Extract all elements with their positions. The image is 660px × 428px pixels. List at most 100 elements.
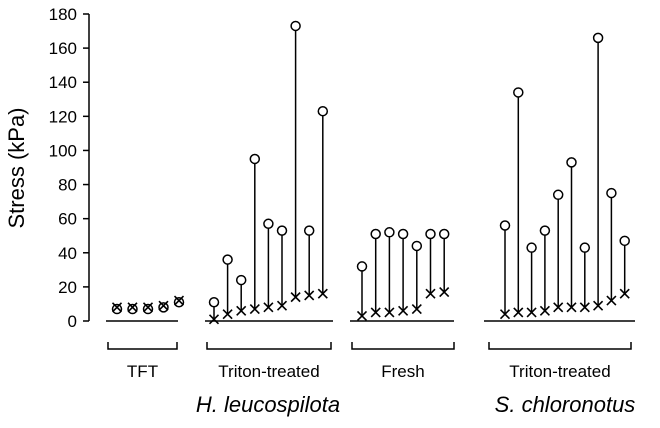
circle-markers: [111, 20, 630, 315]
circle-marker: [235, 274, 247, 286]
circle-marker: [397, 228, 409, 240]
group-bracket: [107, 342, 178, 350]
cross-marker: [539, 305, 550, 316]
group-label: Triton-treated: [218, 362, 319, 381]
stems: [213, 30, 626, 320]
cross-marker: [111, 302, 123, 313]
y-tick-label: 120: [49, 107, 77, 126]
cross-stroke: [384, 307, 395, 318]
cross-marker: [553, 302, 564, 313]
group-bracket: [488, 342, 632, 350]
y-tick-label: 140: [49, 73, 77, 92]
cross-stroke: [222, 309, 233, 320]
cross-marker: [127, 302, 138, 313]
y-tick-label: 180: [49, 5, 77, 24]
circle-marker: [370, 228, 381, 240]
cross-stroke: [499, 309, 511, 320]
cross-stroke: [356, 310, 368, 321]
cross-stroke: [317, 288, 328, 299]
circle-marker: [425, 228, 436, 240]
y-tick-label: 20: [58, 278, 77, 297]
cross-marker: [384, 307, 395, 318]
circle-marker: [438, 228, 450, 240]
cross-marker: [356, 310, 368, 321]
cross-stroke: [263, 302, 274, 313]
circle-marker: [411, 240, 423, 252]
cross-marker: [249, 303, 260, 315]
y-axis: [83, 13, 90, 322]
cross-marker: [370, 307, 381, 318]
circle-marker: [592, 32, 604, 44]
cross-marker: [398, 305, 409, 316]
cross-stroke: [411, 303, 422, 315]
cross-marker: [276, 300, 288, 311]
circle-marker: [173, 296, 185, 308]
circle-marker: [619, 235, 630, 247]
y-tick-label: 60: [58, 210, 77, 229]
cross-marker: [263, 302, 274, 313]
cross-stroke: [173, 295, 185, 306]
circle-marker: [249, 153, 261, 165]
cross-marker: [236, 305, 247, 316]
circle-marker: [317, 105, 329, 117]
cross-markers: [111, 286, 630, 325]
cross-marker: [593, 300, 604, 311]
cross-stroke: [566, 302, 577, 313]
cross-marker: [606, 295, 617, 306]
circle-marker: [111, 303, 123, 315]
species-labels: H. leucospilota S. chloronotus: [196, 392, 635, 417]
circle-marker: [276, 225, 288, 236]
cross-marker: [142, 302, 154, 313]
cross-stroke: [142, 302, 154, 313]
circle-marker: [208, 296, 220, 308]
cross-marker: [290, 292, 301, 303]
circle-marker: [539, 225, 551, 236]
cross-marker: [619, 288, 630, 299]
species-label: H. leucospilota: [196, 392, 340, 417]
y-tick-label: 160: [49, 39, 77, 58]
cross-marker: [425, 288, 436, 299]
cross-marker: [304, 290, 315, 301]
circle-marker: [158, 302, 169, 313]
cross-stroke: [276, 300, 288, 311]
cross-stroke: [127, 302, 138, 313]
y-tick-label: 40: [58, 244, 77, 263]
y-tick-label: 100: [49, 141, 77, 160]
cross-stroke: [513, 307, 524, 318]
cross-stroke: [439, 286, 450, 298]
circle-marker: [579, 242, 591, 253]
cross-marker: [222, 309, 233, 320]
cross-marker: [566, 302, 577, 313]
group-labels: TFT Triton-treated Fresh Triton-treated: [127, 362, 611, 381]
y-axis-title: Stress (kPa): [4, 107, 29, 228]
cross-stroke: [579, 302, 590, 313]
cross-stroke: [425, 288, 436, 299]
group-bracket: [351, 342, 455, 350]
circle-marker: [290, 20, 301, 32]
cross-marker: [526, 307, 537, 318]
cross-stroke: [304, 290, 315, 301]
circle-marker: [303, 225, 315, 236]
circle-marker: [513, 87, 524, 98]
cross-marker: [499, 309, 511, 320]
circle-marker: [606, 187, 617, 199]
group-label: Triton-treated: [509, 362, 610, 381]
cross-stroke: [539, 305, 550, 316]
cross-stroke: [619, 288, 630, 299]
circle-marker: [222, 254, 233, 265]
cross-stroke: [526, 307, 537, 318]
circle-marker: [127, 303, 138, 315]
circle-marker: [142, 303, 154, 315]
circle-marker: [356, 261, 368, 272]
group-label: TFT: [127, 362, 158, 381]
cross-marker: [579, 302, 590, 313]
circle-marker: [263, 218, 274, 230]
cross-stroke: [111, 302, 123, 313]
y-tick-labels: 0 20 40 60 80 100 120 140 160 180: [49, 5, 77, 331]
cross-marker: [158, 300, 169, 311]
cross-stroke: [158, 300, 169, 311]
circle-marker: [566, 157, 577, 168]
cross-marker: [317, 288, 328, 299]
